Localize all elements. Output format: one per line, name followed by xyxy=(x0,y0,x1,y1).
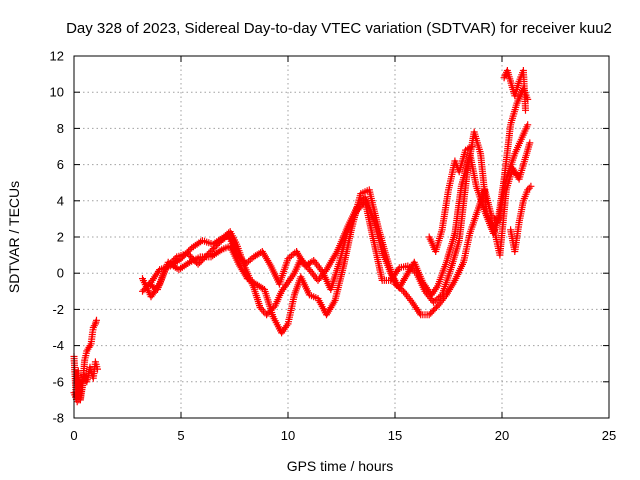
y-tick-label: 10 xyxy=(50,85,64,100)
y-tick-label: 12 xyxy=(50,49,64,64)
x-tick-label: 20 xyxy=(495,428,509,443)
y-tick-label: 6 xyxy=(57,157,64,172)
trace-c-segment-1 xyxy=(507,182,535,255)
y-tick-label: -8 xyxy=(52,411,64,426)
plot-frame xyxy=(73,55,610,419)
y-tick-label: 0 xyxy=(57,266,64,281)
trace-c-segment-2 xyxy=(425,143,476,255)
y-tick-label: -6 xyxy=(52,374,64,389)
x-axis-label: GPS time / hours xyxy=(287,458,394,474)
y-tick-label: 8 xyxy=(57,121,64,136)
trace-b-segment-1 xyxy=(139,85,532,337)
y-tick-label: 2 xyxy=(57,230,64,245)
x-tick-label: 10 xyxy=(281,428,295,443)
x-tick-label: 15 xyxy=(388,428,402,443)
trace-c-segment-3 xyxy=(500,67,529,114)
ticks: 0 5 10 15 20 25 -8 -6 -4 -2 0 2 4 6 8 10 12 xyxy=(50,49,617,444)
x-tick-label: 5 xyxy=(177,428,184,443)
y-axis-label: SDTVAR / TECUs xyxy=(6,181,22,293)
data-points xyxy=(70,67,535,406)
trace-c-segment-0 xyxy=(145,128,534,306)
y-tick-label: -4 xyxy=(52,338,64,353)
x-tick-label: 0 xyxy=(70,428,77,443)
y-tick-label: -2 xyxy=(52,302,64,317)
chart-title: Day 328 of 2023, Sidereal Day-to-day VTE… xyxy=(66,20,612,37)
x-tick-label: 25 xyxy=(602,428,616,443)
y-tick-label: 4 xyxy=(57,193,64,208)
